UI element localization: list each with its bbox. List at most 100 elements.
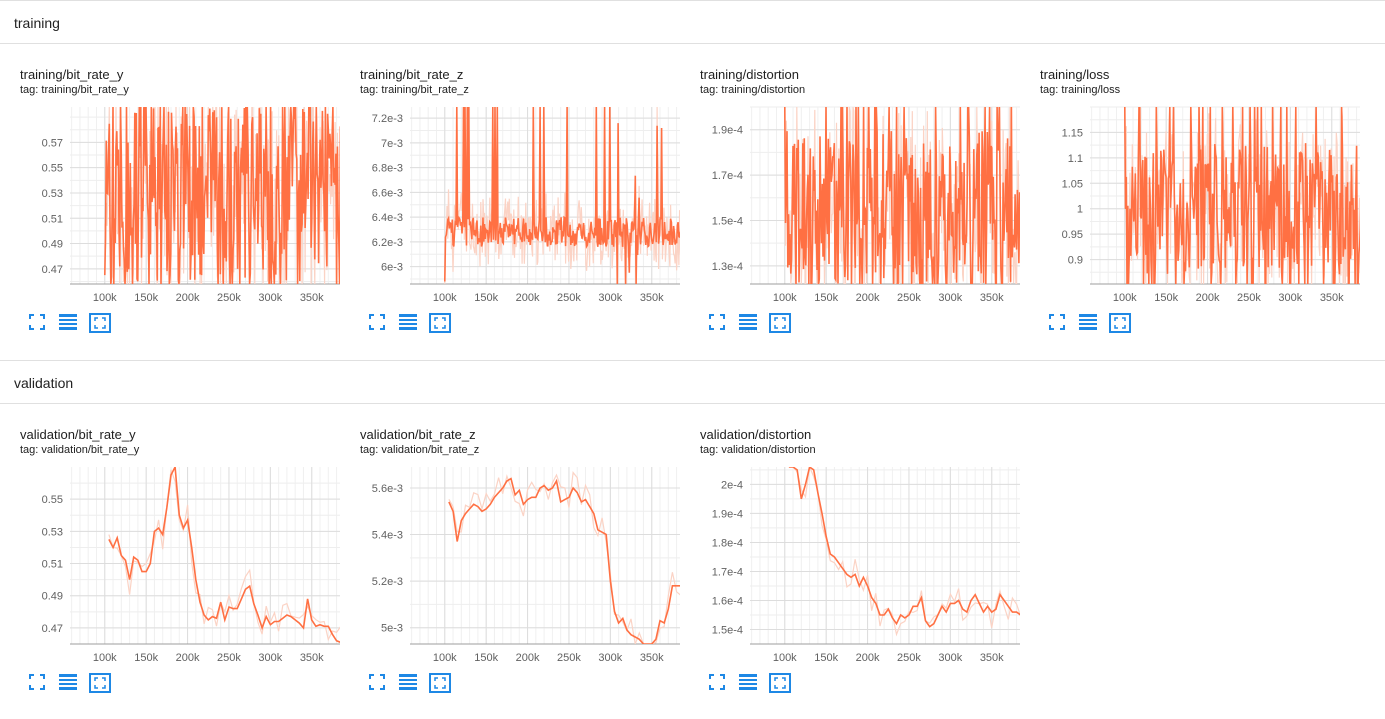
fit-domain-icon[interactable] [429, 313, 451, 333]
x-tick-label: 250k [217, 652, 241, 664]
x-tick-label: 350k [980, 652, 1004, 664]
fullscreen-icon[interactable] [1048, 313, 1068, 333]
y-tick-label: 1.9e-4 [712, 125, 743, 137]
x-tick-label: 300k [598, 292, 622, 304]
x-tick-label: 100k [93, 292, 117, 304]
fullscreen-icon[interactable] [368, 313, 388, 333]
x-tick-label: 300k [938, 292, 962, 304]
series-line-smoothed[interactable] [788, 467, 1020, 628]
y-tick-label: 1.5e-4 [712, 624, 743, 636]
x-tick-label: 150k [134, 652, 158, 664]
series-line-smoothed[interactable] [448, 477, 680, 644]
fit-domain-icon[interactable] [89, 313, 111, 333]
y-tick-label: 1.5e-4 [712, 215, 743, 227]
chart-card: training/bit_rate_y tag: training/bit_rat… [0, 0, 340, 333]
x-tick-label: 350k [300, 292, 324, 304]
fullscreen-icon[interactable] [28, 313, 48, 333]
y-tick-label: 0.53 [42, 188, 63, 200]
chart-plot[interactable]: 1.3e-4 1.5e-4 1.7e-4 1.9e-4 100k 150k 200k 250k… [680, 0, 1020, 310]
x-tick-label: 250k [557, 292, 581, 304]
data-selection-icon[interactable] [398, 313, 418, 333]
chart-plot[interactable]: 0.47 0.49 0.51 0.53 0.55 0.57 100k 150k 200k 250k… [0, 0, 340, 310]
data-selection-icon[interactable] [58, 673, 78, 693]
x-tick-label: 300k [258, 652, 282, 664]
x-tick-label: 100k [433, 652, 457, 664]
y-tick-label: 0.47 [42, 623, 63, 635]
x-tick-label: 350k [1320, 292, 1344, 304]
series-line-smoothed[interactable] [104, 107, 340, 284]
section-header-training[interactable]: training [0, 0, 1385, 44]
y-tick-label: 0.9 [1068, 255, 1083, 267]
chart-plot[interactable]: 0.47 0.49 0.51 0.53 0.55 100k 150k 200k 250k 300k… [0, 360, 340, 670]
fit-domain-icon[interactable] [769, 313, 791, 333]
chart-title: validation/bit_rate_z [360, 427, 476, 442]
fit-domain-icon[interactable] [1109, 313, 1131, 333]
data-selection-icon[interactable] [398, 673, 418, 693]
fit-domain-icon[interactable] [429, 673, 451, 693]
fullscreen-icon[interactable] [28, 673, 48, 693]
y-tick-label: 1.9e-4 [712, 508, 743, 520]
x-tick-label: 150k [814, 652, 838, 664]
series-line-smoothed[interactable] [1124, 107, 1360, 284]
chart-plot[interactable]: 1.5e-4 1.6e-4 1.7e-4 1.8e-4 1.9e-4 2e-4 100k 15… [680, 360, 1020, 670]
chart-card: validation/distortion tag: validation/dis… [680, 360, 1020, 693]
series-line-smoothed[interactable] [108, 467, 340, 644]
x-tick-label: 200k [516, 652, 540, 664]
fullscreen-icon[interactable] [708, 673, 728, 693]
chart-plot[interactable]: 6e-3 6.2e-3 6.4e-3 6.6e-3 6.8e-3 7e-3 7.2e-3 10… [340, 0, 680, 310]
y-tick-label: 1.3e-4 [712, 261, 743, 273]
x-tick-label: 150k [474, 652, 498, 664]
chart-plot[interactable]: 5e-3 5.2e-3 5.4e-3 5.6e-3 100k 150k 200k 250k 30… [340, 360, 680, 670]
fit-domain-icon[interactable] [89, 673, 111, 693]
series-line-smoothed[interactable] [784, 107, 1020, 284]
x-tick-label: 250k [217, 292, 241, 304]
y-tick-label: 7e-3 [381, 138, 403, 150]
y-tick-label: 0.55 [42, 494, 63, 506]
x-tick-label: 200k [856, 652, 880, 664]
chart-tag: tag: training/bit_rate_y [20, 84, 129, 96]
y-tick-label: 1.7e-4 [712, 566, 743, 578]
y-tick-label: 1.05 [1062, 178, 1083, 190]
data-selection-icon[interactable] [738, 673, 758, 693]
x-tick-label: 350k [640, 292, 664, 304]
chart-plot[interactable]: 0.9 0.95 1 1.05 1.1 1.15 100k 150k 200k 250k 300k 3… [1020, 0, 1360, 310]
y-tick-label: 0.51 [42, 213, 63, 225]
data-selection-icon[interactable] [738, 313, 758, 333]
y-tick-label: 1 [1077, 204, 1083, 216]
y-tick-label: 0.55 [42, 163, 63, 175]
chart-title: training/distortion [700, 67, 799, 82]
chart-tag: tag: validation/bit_rate_z [360, 444, 480, 456]
y-tick-label: 0.51 [42, 559, 63, 571]
y-tick-label: 0.49 [42, 591, 63, 603]
y-tick-label: 1.8e-4 [712, 537, 743, 549]
series-line-smoothed[interactable] [444, 107, 680, 284]
section-header-validation[interactable]: validation [0, 360, 1385, 404]
y-tick-label: 5.4e-3 [372, 530, 403, 542]
chart-tag: tag: validation/bit_rate_y [20, 444, 140, 456]
fullscreen-icon[interactable] [368, 673, 388, 693]
chart-card: training/distortion tag: training/distort… [680, 0, 1020, 333]
x-tick-label: 100k [1113, 292, 1137, 304]
y-tick-label: 1.7e-4 [712, 170, 743, 182]
y-tick-label: 0.53 [42, 526, 63, 538]
x-tick-label: 350k [980, 292, 1004, 304]
x-tick-label: 100k [93, 652, 117, 664]
x-tick-label: 300k [938, 652, 962, 664]
fit-domain-icon[interactable] [769, 673, 791, 693]
x-tick-label: 350k [300, 652, 324, 664]
chart-card: validation/bit_rate_y tag: validation/bit… [0, 360, 340, 693]
chart-title: validation/distortion [700, 427, 812, 442]
x-tick-label: 200k [176, 292, 200, 304]
y-tick-label: 5.6e-3 [372, 483, 403, 495]
chart-card: training/bit_rate_z tag: training/bit_rat… [340, 0, 680, 333]
data-selection-icon[interactable] [58, 313, 78, 333]
series-line-raw [444, 107, 680, 284]
chart-card: training/loss tag: training/loss 0.9 0.95 1 1… [1020, 0, 1360, 333]
chart-tag: tag: training/loss [1040, 84, 1121, 96]
y-tick-label: 7.2e-3 [372, 113, 403, 125]
x-tick-label: 250k [897, 292, 921, 304]
y-tick-label: 6.6e-3 [372, 187, 403, 199]
x-tick-label: 100k [773, 652, 797, 664]
data-selection-icon[interactable] [1078, 313, 1098, 333]
fullscreen-icon[interactable] [708, 313, 728, 333]
